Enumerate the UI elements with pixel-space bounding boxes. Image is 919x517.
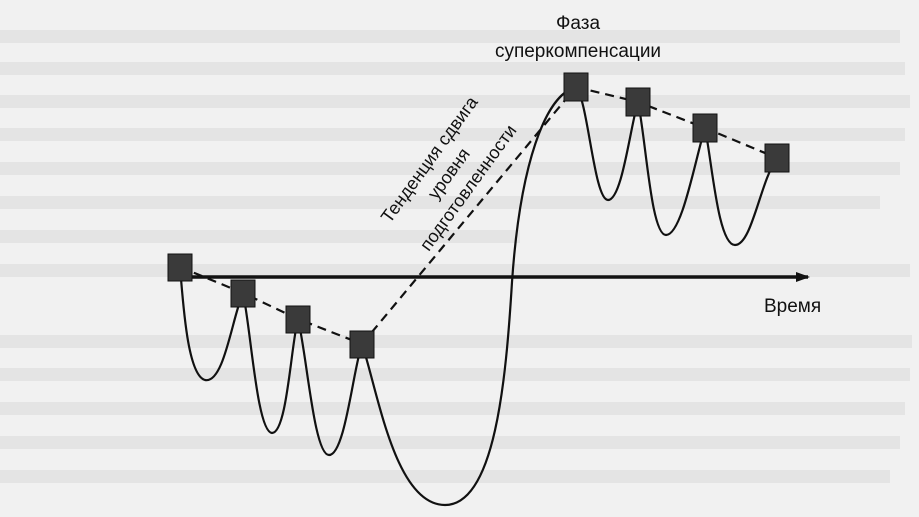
background-text-line	[0, 196, 880, 209]
background-text-line	[0, 95, 910, 108]
marker-square	[625, 87, 651, 117]
background-text-line	[0, 162, 900, 175]
marker-square	[563, 72, 589, 102]
trend-line-descending	[179, 265, 363, 346]
marker-square	[764, 143, 790, 173]
phase-label-line2: суперкомпенсации	[495, 41, 661, 62]
trend-label: Тенденция сдвига уровня подготовленности	[377, 92, 521, 255]
marker-square	[692, 113, 718, 143]
background-text-line	[0, 30, 900, 43]
axis-label-time: Время	[764, 296, 821, 317]
background-text-line	[0, 436, 900, 449]
background-text-line	[0, 128, 905, 141]
background-text-line	[0, 62, 905, 75]
preparedness-curve	[178, 85, 778, 507]
phase-label-line1: Фаза	[556, 13, 601, 34]
marker-square	[167, 253, 193, 282]
trend-line-decay	[575, 85, 778, 160]
background-text-line	[0, 368, 910, 381]
background-text-line	[0, 402, 905, 415]
marker-square	[349, 330, 375, 359]
background-text-line	[0, 470, 890, 483]
background-text-line	[0, 230, 520, 243]
background-text-line	[0, 264, 910, 277]
marker-square	[230, 279, 256, 308]
marker-square	[285, 305, 311, 334]
